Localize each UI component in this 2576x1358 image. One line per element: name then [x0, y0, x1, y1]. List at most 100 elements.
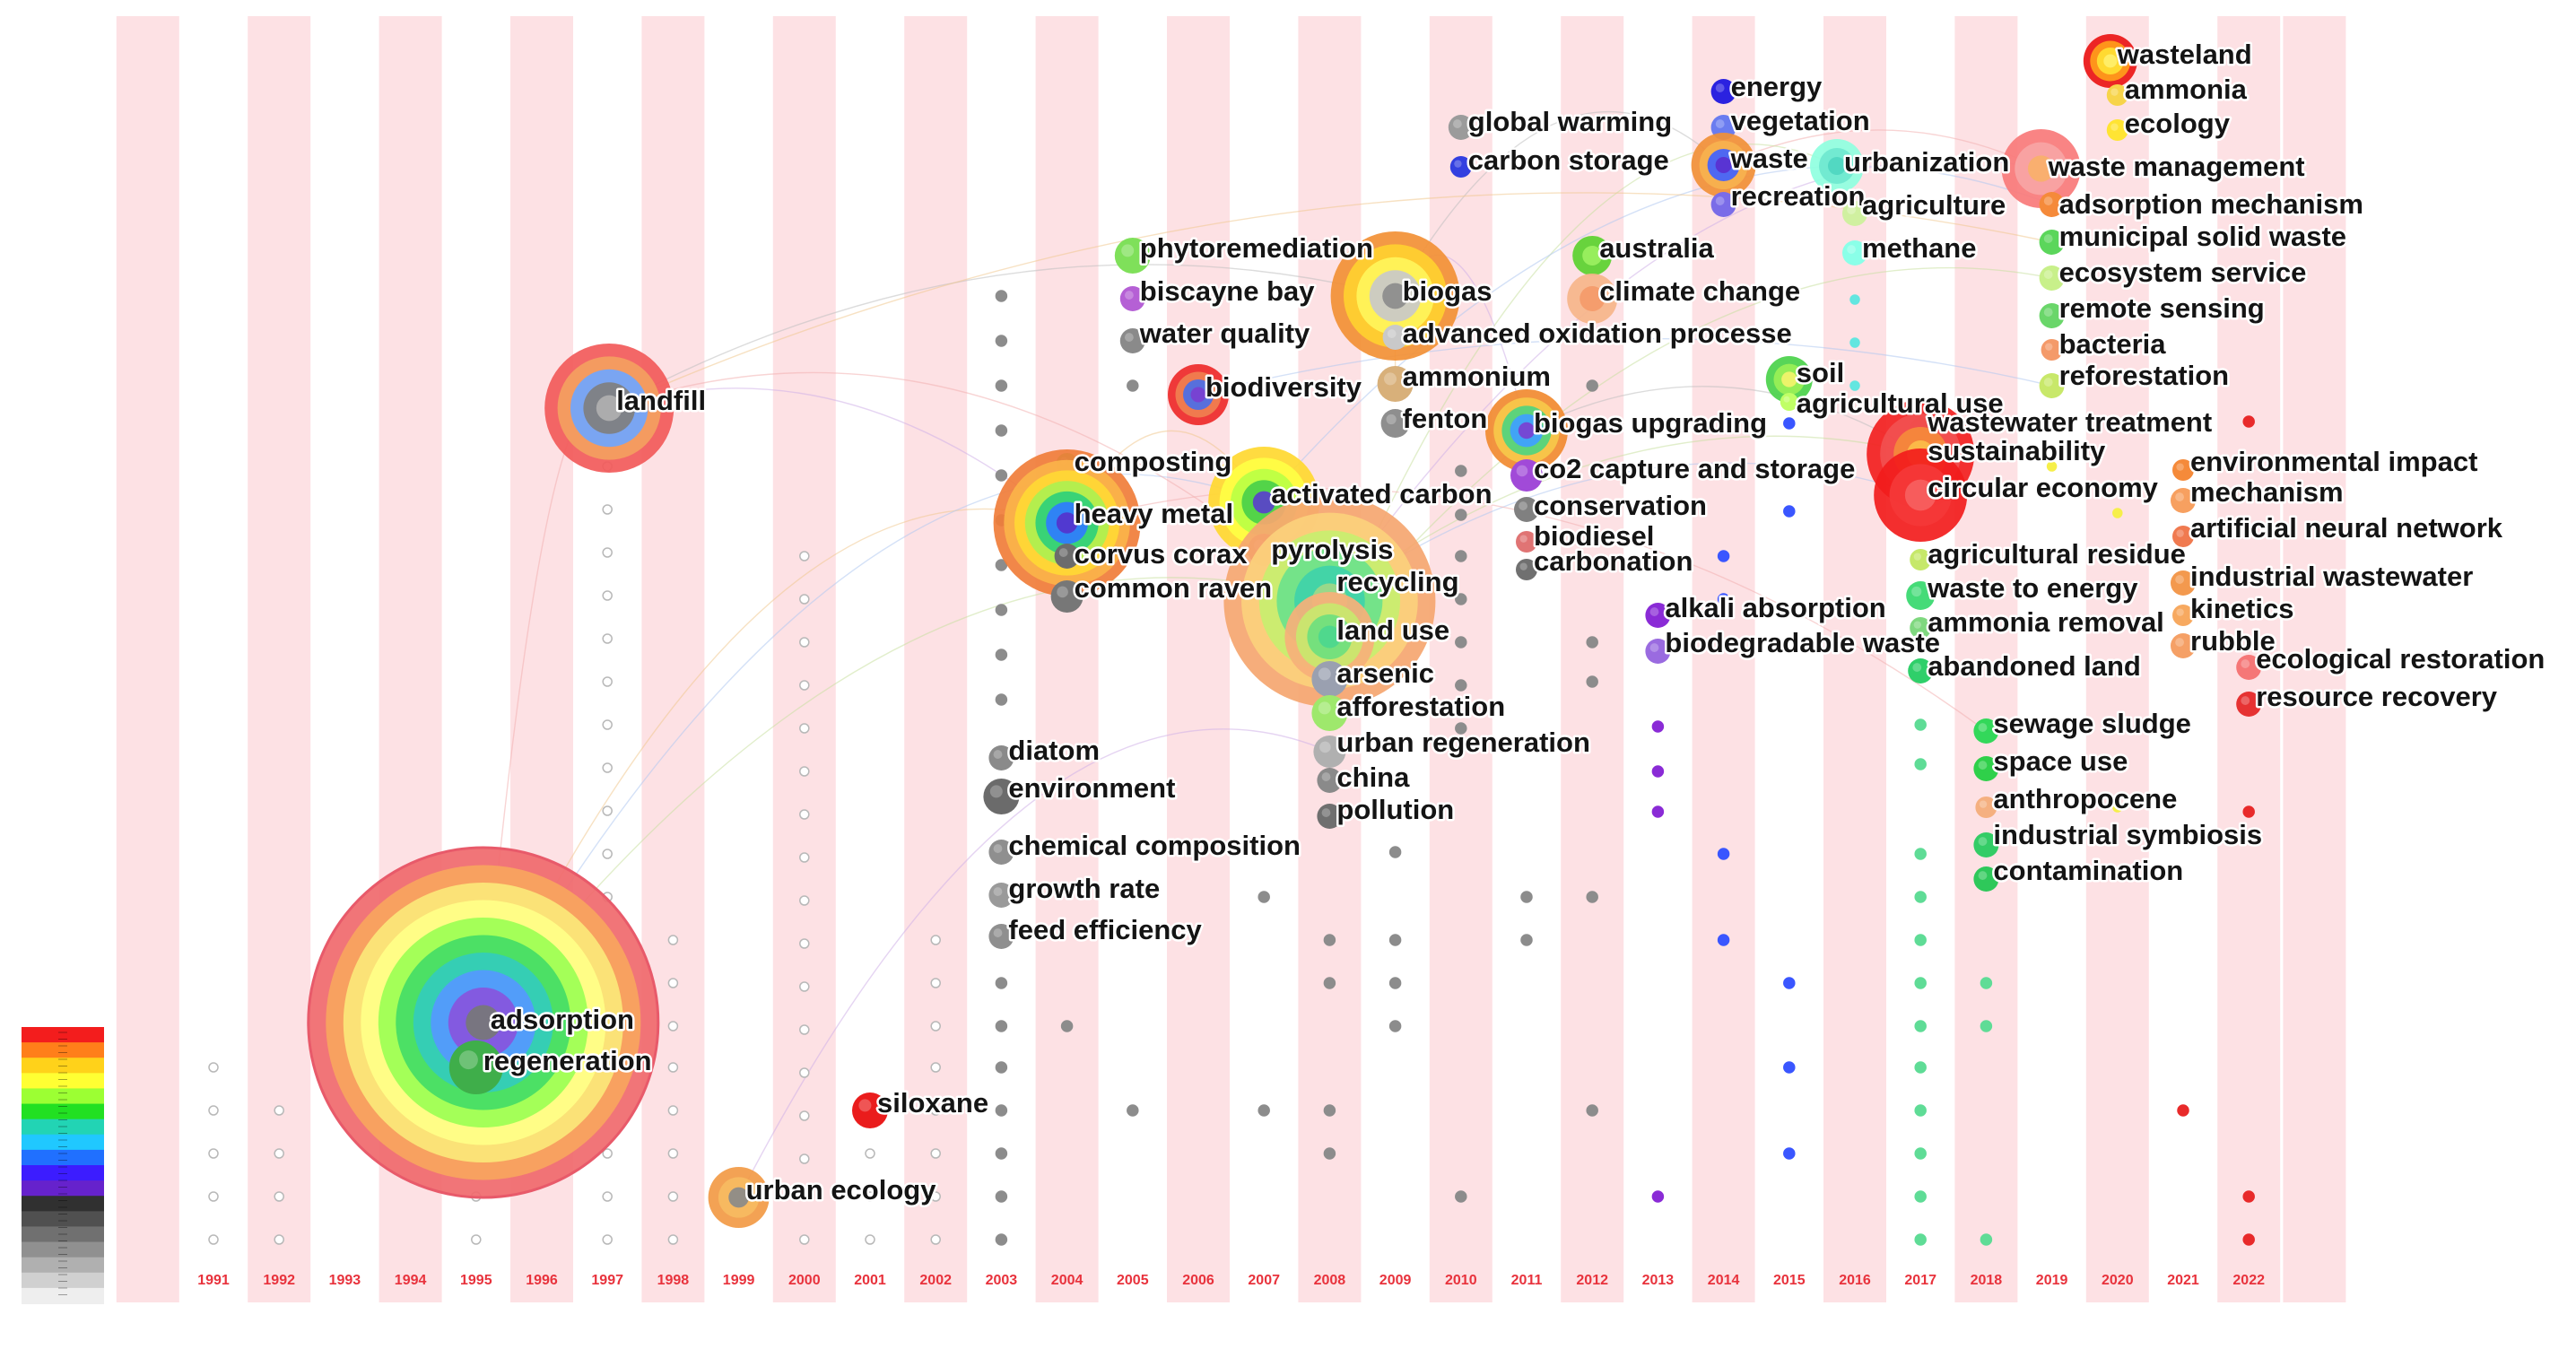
- keyword-label-adsorption: adsorption: [491, 1004, 634, 1035]
- keyword-label-alkali-absorption: alkali absorption: [1665, 592, 1885, 623]
- minor-dot-2020-0: [2113, 509, 2122, 518]
- highlight-feed-efficiency: [994, 928, 1003, 937]
- minor-dot-2011-1: [1521, 935, 1532, 945]
- keyword-label-energy: energy: [1731, 71, 1823, 102]
- legend-swatch-17: [22, 1288, 104, 1304]
- minor-dot-2017-8: [1915, 1105, 1926, 1116]
- highlight-diatom: [994, 750, 1003, 759]
- keyword-label-australia: australia: [1599, 232, 1714, 264]
- minor-dot-2005-0: [1127, 380, 1138, 391]
- minor-dot-1995-1: [472, 1235, 481, 1244]
- minor-dot-2012-2: [1587, 676, 1597, 687]
- minor-dot-2004-0: [1062, 1021, 1073, 1032]
- highlight-carbonation: [1519, 562, 1527, 570]
- minor-dot-2017-7: [1915, 1062, 1926, 1073]
- minor-dot-1997-3: [603, 591, 612, 600]
- highlight-remote-sensing: [2044, 308, 2053, 317]
- minor-dot-2003-1: [996, 335, 1006, 346]
- minor-dot-2018-0: [1980, 978, 1991, 988]
- minor-dot-1998-7: [668, 1235, 677, 1244]
- minor-dot-1991-0: [209, 1063, 218, 1072]
- minor-dot-2013-3: [1652, 1191, 1663, 1202]
- minor-dot-2003-3: [996, 425, 1006, 436]
- minor-dot-2010-0: [1456, 466, 1466, 476]
- minor-dot-2003-10: [996, 978, 1006, 988]
- year-label-1992: 1992: [263, 1273, 295, 1288]
- minor-dot-1998-0: [668, 936, 677, 945]
- highlight-agricultural-residue: [1914, 553, 1921, 560]
- minor-dot-2010-7: [1456, 1191, 1466, 1202]
- year-label-1997: 1997: [591, 1273, 623, 1288]
- highlight-waste-to-energy: [1911, 587, 1921, 596]
- year-label-2007: 2007: [1248, 1273, 1280, 1288]
- keyword-node-agricultural-use[interactable]: [1780, 393, 1798, 411]
- highlight-anthropocene: [1980, 800, 1987, 807]
- minor-dot-2010-2: [1456, 551, 1466, 561]
- year-label-2000: 2000: [788, 1273, 821, 1288]
- keyword-label-contamination: contamination: [1993, 855, 2183, 886]
- minor-dot-1998-6: [668, 1192, 677, 1201]
- year-label-2010: 2010: [1445, 1273, 1477, 1288]
- highlight-advanced-oxidation-processe: [1388, 329, 1397, 338]
- keyword-label-corvus-corax: corvus corax: [1075, 538, 1249, 570]
- minor-dot-2000-11: [800, 1025, 809, 1034]
- highlight-industrial-symbiosis: [1979, 837, 1988, 846]
- highlight-biscayne-bay: [1125, 291, 1134, 300]
- highlight-water-quality: [1125, 333, 1134, 342]
- minor-dot-1997-8: [603, 806, 612, 815]
- ring-urbanization-2: [1828, 157, 1846, 175]
- keyword-label-carbon-storage: carbon storage: [1468, 144, 1669, 176]
- minor-dot-2010-4: [1456, 637, 1466, 648]
- keyword-label-vegetation: vegetation: [1731, 105, 1870, 136]
- year-label-2004: 2004: [1051, 1273, 1083, 1288]
- highlight-environment: [990, 785, 1003, 797]
- year-label-2003: 2003: [986, 1273, 1018, 1288]
- highlight-common-raven: [1057, 587, 1068, 598]
- year-stripe-2004: [1036, 16, 1099, 1302]
- highlight-ammonia: [2110, 88, 2118, 95]
- legend-swatch-15: [22, 1258, 104, 1274]
- legend-swatch-14: [22, 1242, 104, 1258]
- keyword-label-waste: waste: [1730, 143, 1808, 174]
- highlight-biodiesel: [1519, 535, 1527, 542]
- minor-dot-2012-4: [1587, 1105, 1597, 1116]
- minor-dot-2003-12: [996, 1062, 1006, 1073]
- year-label-2018: 2018: [1971, 1273, 2003, 1288]
- minor-dot-1998-4: [668, 1106, 677, 1115]
- year-label-2022: 2022: [2232, 1273, 2265, 1288]
- highlight-carbon-storage: [1454, 160, 1461, 167]
- year-label-2006: 2006: [1182, 1273, 1214, 1288]
- minor-dot-2012-0: [1587, 380, 1597, 391]
- highlight-bacteria: [2045, 343, 2052, 350]
- keyword-label-recycling: recycling: [1336, 566, 1458, 597]
- keyword-label-resource-recovery: resource recovery: [2256, 681, 2498, 712]
- highlight-arsenic: [1318, 667, 1331, 680]
- highlight-sewage-sludge: [1979, 723, 1988, 732]
- minor-dot-2003-2: [996, 380, 1006, 391]
- minor-dot-2003-15: [996, 1191, 1006, 1202]
- minor-dot-2009-0: [1390, 847, 1401, 857]
- keyword-label-ammonia-removal: ammonia removal: [1928, 606, 2164, 638]
- minor-dot-2003-9: [996, 694, 1006, 705]
- minor-dot-2022-2: [2243, 1191, 2254, 1202]
- keyword-label-industrial-wastewater: industrial wastewater: [2190, 561, 2473, 592]
- highlight-growth-rate: [994, 887, 1003, 896]
- year-label-2014: 2014: [1708, 1273, 1740, 1288]
- minor-dot-2008-2: [1324, 1105, 1335, 1116]
- highlight-global-warming: [1453, 119, 1462, 128]
- highlight-ammonium: [1384, 372, 1397, 385]
- highlight-methane: [1847, 245, 1856, 254]
- keyword-label-afforestation: afforestation: [1336, 691, 1505, 722]
- keyword-label-advanced-oxidation-processe: advanced oxidation processe: [1403, 318, 1792, 349]
- keyword-label-kinetics: kinetics: [2190, 593, 2293, 624]
- keyword-label-ammonium: ammonium: [1403, 361, 1551, 392]
- minor-dot-2000-13: [800, 1111, 809, 1120]
- legend-swatch-3: [22, 1073, 104, 1089]
- minor-dot-2000-10: [800, 982, 809, 991]
- highlight-fenton: [1387, 414, 1397, 424]
- year-label-2021: 2021: [2167, 1273, 2199, 1288]
- minor-dot-2003-16: [996, 1234, 1006, 1245]
- ring-soil-2: [1781, 371, 1797, 387]
- highlight-alkali-absorption: [1650, 607, 1659, 616]
- year-label-1998: 1998: [657, 1273, 690, 1288]
